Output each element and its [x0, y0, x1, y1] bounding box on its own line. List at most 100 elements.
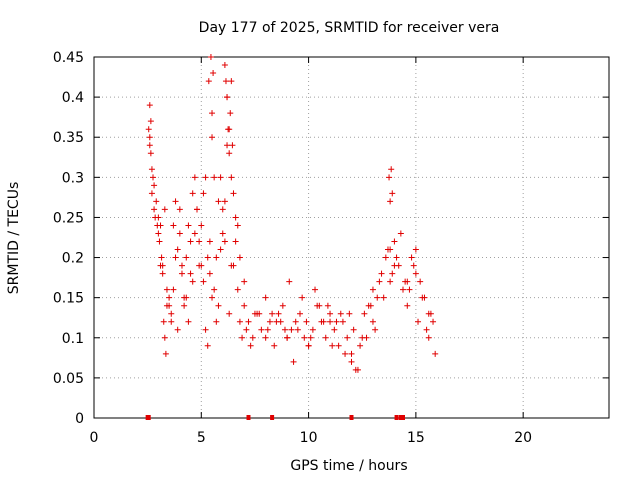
data-point: [215, 302, 222, 309]
data-point: [264, 326, 271, 333]
data-point: [183, 294, 190, 301]
y-tick-label: 0.05: [53, 371, 84, 387]
y-axis-label: SRMTID / TECUs: [6, 182, 22, 295]
y-tick-label: 0.45: [53, 50, 84, 66]
data-point: [243, 326, 250, 333]
data-point: [256, 310, 263, 317]
data-point: [363, 334, 370, 341]
y-tick-label: 0.25: [53, 210, 84, 226]
data-point: [391, 262, 398, 269]
data-point: [206, 270, 213, 277]
data-point: [209, 294, 216, 301]
x-tick-label: 20: [514, 430, 532, 446]
data-point: [187, 270, 194, 277]
data-point: [354, 366, 361, 373]
data-point: [386, 174, 393, 181]
data-point: [275, 310, 282, 317]
data-point: [187, 238, 194, 245]
data-point: [155, 214, 162, 221]
data-point: [178, 262, 185, 269]
data-point: [294, 326, 301, 333]
data-point: [224, 142, 231, 149]
data-points: [145, 54, 439, 420]
data-point: [200, 278, 207, 285]
data-point-zero: [394, 415, 399, 420]
data-point: [412, 246, 419, 253]
data-point: [183, 254, 190, 261]
data-point: [191, 174, 198, 181]
data-point: [217, 174, 224, 181]
data-point: [202, 174, 209, 181]
data-point: [230, 190, 237, 197]
y-tick-label: 0.3: [62, 170, 84, 186]
data-point: [297, 310, 303, 317]
data-point: [202, 326, 209, 333]
data-point: [181, 302, 188, 309]
data-point: [327, 310, 334, 317]
data-point: [162, 350, 169, 357]
data-point: [236, 318, 243, 325]
data-point: [380, 294, 387, 301]
data-point: [425, 334, 432, 341]
data-point: [344, 334, 351, 341]
data-point: [145, 126, 152, 133]
data-point: [170, 286, 177, 293]
data-point: [241, 302, 248, 309]
data-point: [211, 286, 218, 293]
data-point-zero: [146, 415, 151, 420]
data-point: [236, 254, 243, 261]
data-point: [200, 190, 207, 197]
data-point: [196, 262, 203, 269]
data-point: [146, 134, 153, 141]
data-point: [148, 166, 155, 173]
data-point: [393, 254, 400, 261]
data-point: [307, 334, 314, 341]
data-point: [400, 286, 406, 293]
data-point: [146, 142, 153, 149]
data-point: [157, 222, 164, 229]
data-point: [348, 350, 355, 357]
data-point: [369, 318, 376, 325]
gridlines: [94, 57, 609, 418]
data-point: [247, 342, 254, 349]
data-point: [234, 222, 241, 229]
data-point: [292, 318, 299, 325]
data-point: [350, 326, 357, 333]
y-tick-label: 0.2: [62, 251, 84, 267]
data-point: [191, 230, 198, 237]
data-point: [384, 246, 391, 253]
data-point: [168, 310, 175, 317]
data-point: [155, 230, 162, 237]
data-point: [230, 262, 237, 269]
data-point: [266, 318, 273, 325]
data-point: [217, 246, 224, 253]
data-point: [402, 278, 409, 285]
data-point: [150, 174, 157, 181]
data-point: [376, 278, 383, 285]
data-point: [196, 238, 203, 245]
data-point: [225, 126, 232, 133]
data-point: [185, 318, 192, 325]
data-point: [209, 134, 216, 141]
data-point: [312, 286, 319, 293]
y-tick-label: 0: [75, 411, 84, 427]
data-point: [290, 358, 297, 365]
data-point: [316, 302, 323, 309]
data-point: [387, 198, 394, 205]
data-point: [245, 318, 252, 325]
data-point: [163, 286, 170, 293]
data-point: [387, 278, 394, 285]
data-point: [166, 302, 173, 309]
data-point-zero: [401, 415, 405, 420]
data-point: [221, 198, 228, 205]
data-point: [221, 238, 228, 245]
data-point: [303, 318, 310, 325]
y-tick-label: 0.1: [62, 331, 84, 347]
data-point: [337, 310, 344, 317]
data-point: [382, 254, 389, 261]
data-point: [327, 318, 334, 325]
data-point: [432, 350, 439, 357]
data-point: [153, 198, 160, 205]
x-tick-label: 10: [300, 430, 318, 446]
